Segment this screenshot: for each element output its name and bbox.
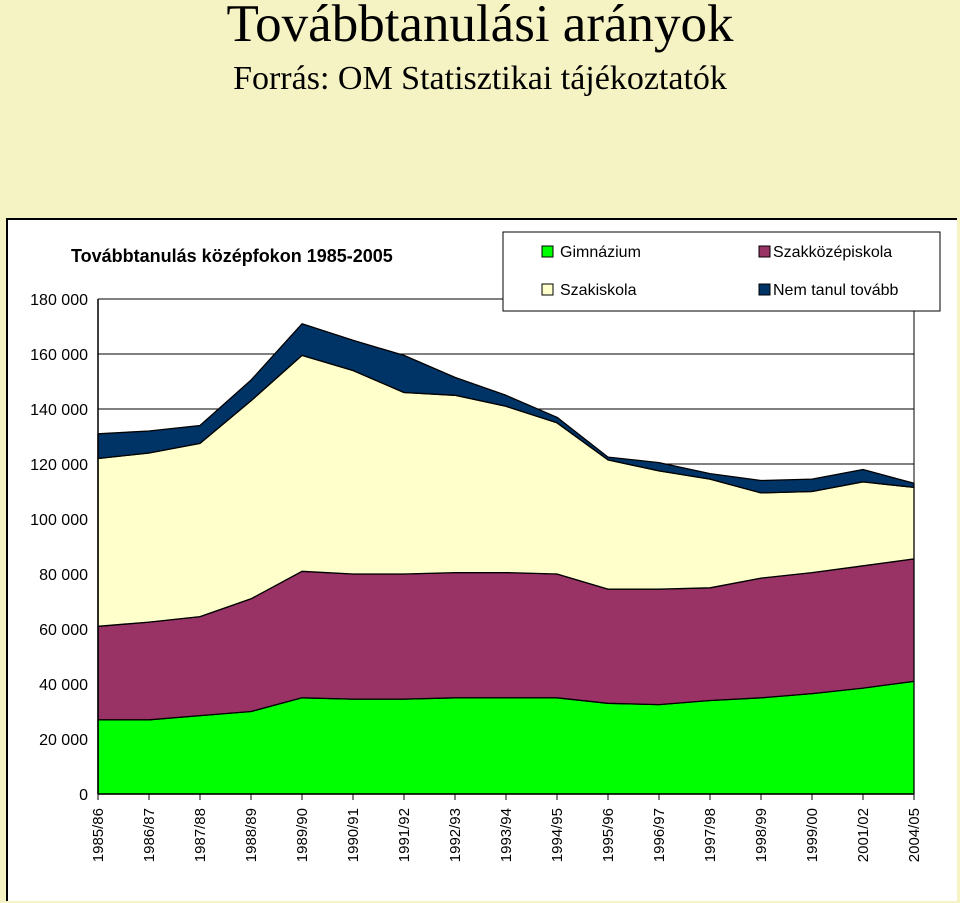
x-tick-label: 1990/91 bbox=[345, 808, 362, 862]
legend-label: Nem tanul tovább bbox=[773, 282, 899, 299]
legend-swatch bbox=[758, 245, 771, 258]
y-tick-label: 180 000 bbox=[30, 292, 88, 309]
y-tick-label: 40 000 bbox=[39, 677, 88, 694]
y-tick-label: 80 000 bbox=[39, 567, 88, 584]
legend-swatch bbox=[758, 283, 771, 296]
y-tick-label: 140 000 bbox=[30, 402, 88, 419]
legend: Gimnázium Szakközépiskola Szakiskola Nem ta… bbox=[502, 231, 941, 312]
y-tick-label: 160 000 bbox=[30, 347, 88, 364]
y-tick-label: 120 000 bbox=[30, 457, 88, 474]
x-tick-label: 2001/02 bbox=[855, 808, 872, 862]
legend-swatch bbox=[541, 283, 554, 296]
x-tick-label: 1985/86 bbox=[90, 808, 107, 862]
legend-label: Gimnázium bbox=[560, 244, 641, 261]
chart-title: Továbbtanulás középfokon 1985-2005 bbox=[71, 246, 393, 266]
x-tick-label: 1996/97 bbox=[651, 808, 668, 862]
x-tick-label: 2004/05 bbox=[906, 808, 923, 862]
slide-title: Továbbtanulási arányok bbox=[226, 0, 734, 53]
legend-box bbox=[502, 231, 941, 312]
x-tick-label: 1997/98 bbox=[702, 808, 719, 862]
y-tick-label: 100 000 bbox=[30, 512, 88, 529]
x-tick-label: 1991/92 bbox=[396, 808, 413, 862]
slide-subtitle: Forrás: OM Statisztikai tájékoztatók bbox=[233, 60, 727, 97]
x-tick-label: 1988/89 bbox=[243, 808, 260, 862]
x-tick-label: 1999/00 bbox=[804, 808, 821, 862]
x-tick-label: 1993/94 bbox=[498, 808, 515, 862]
x-tick-label: 1992/93 bbox=[447, 808, 464, 862]
y-tick-label: 60 000 bbox=[39, 622, 88, 639]
y-tick-label: 20 000 bbox=[39, 732, 88, 749]
chart-area: Továbbtanulás középfokon 1985-2005 0 20 00… bbox=[6, 218, 957, 901]
y-tick-label: 0 bbox=[79, 787, 88, 804]
stacked-area-chart: Továbbtanulás középfokon 1985-2005 0 20 00… bbox=[30, 231, 941, 862]
x-tick-label: 1994/95 bbox=[549, 808, 566, 862]
x-tick-label: 1995/96 bbox=[600, 808, 617, 862]
x-tick-label: 1987/88 bbox=[192, 808, 209, 862]
legend-label: Szakközépiskola bbox=[773, 244, 892, 261]
legend-label: Szakiskola bbox=[560, 282, 637, 299]
x-tick-label: 1989/90 bbox=[294, 808, 311, 862]
x-tick-label: 1998/99 bbox=[753, 808, 770, 862]
legend-swatch bbox=[541, 245, 554, 258]
x-tick-label: 1986/87 bbox=[141, 808, 158, 862]
